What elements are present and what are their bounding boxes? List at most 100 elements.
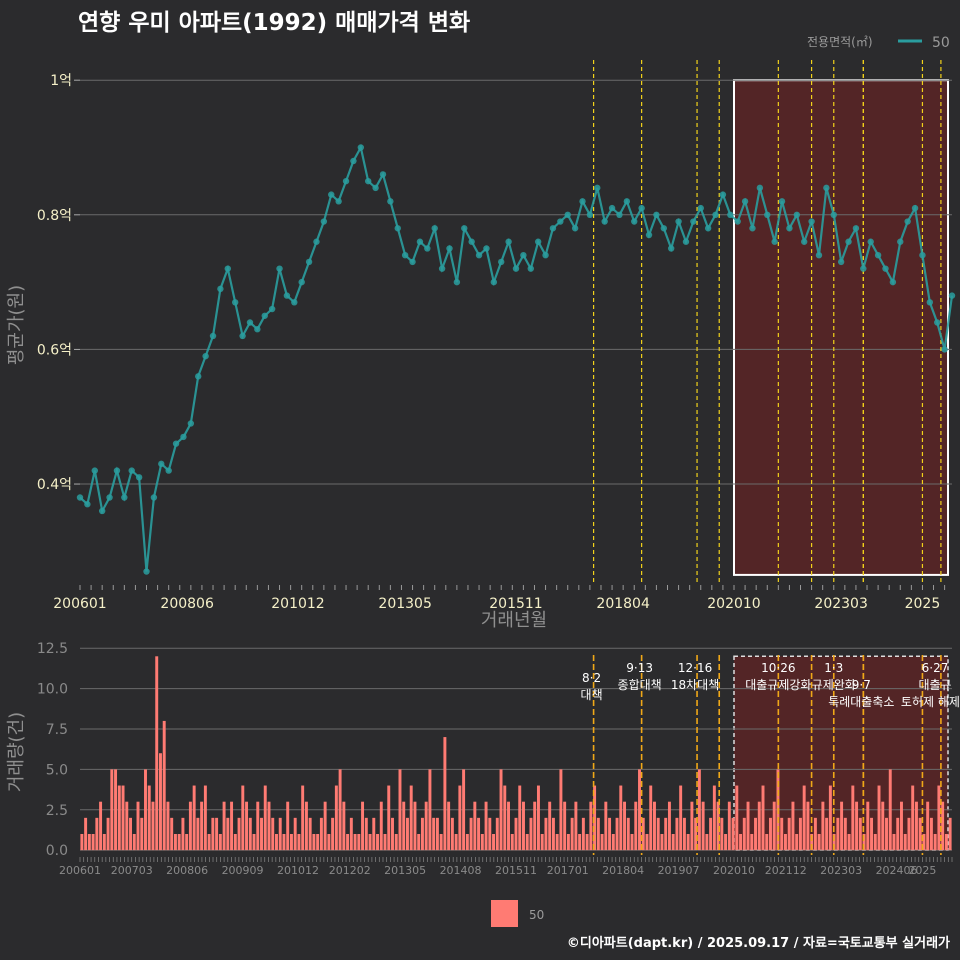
volume-bar <box>185 834 189 851</box>
volume-bar <box>765 834 769 851</box>
price-point <box>268 305 276 313</box>
volume-bar <box>402 801 406 851</box>
price-point <box>845 238 852 245</box>
price-point <box>283 292 291 299</box>
price-point <box>505 238 512 245</box>
volume-bar <box>173 834 177 851</box>
price-point <box>579 198 586 205</box>
volume-bar <box>99 801 103 851</box>
x-tick-label: 202010 <box>707 596 760 612</box>
volume-bar <box>121 785 125 851</box>
y-tick-label-volume: 0.0 <box>46 843 68 859</box>
price-point <box>98 507 106 515</box>
price-point <box>897 238 904 245</box>
price-point <box>727 211 734 219</box>
volume-bar <box>540 834 544 851</box>
policy-name-label: 대출규 <box>918 678 951 692</box>
price-point <box>106 494 113 501</box>
volume-bar <box>503 785 507 851</box>
volume-bar <box>828 785 832 851</box>
price-point <box>305 258 313 266</box>
volume-bar <box>694 817 698 851</box>
volume-bar <box>293 817 297 851</box>
price-point <box>682 238 690 245</box>
volume-bar <box>922 834 926 851</box>
price-point <box>202 352 209 360</box>
volume-bar <box>181 817 185 851</box>
price-point <box>394 225 401 232</box>
volume-bar <box>619 785 623 851</box>
price-point <box>557 218 564 225</box>
x-tick-label-volume: 200703 <box>111 864 153 877</box>
volume-bar <box>563 801 567 851</box>
volume-bar <box>907 817 911 851</box>
y-tick-label: 1억 <box>50 73 72 89</box>
volume-bar <box>623 801 627 851</box>
volume-bar <box>522 801 525 851</box>
volume-bar <box>941 801 945 851</box>
volume-bar <box>873 834 877 851</box>
price-point <box>128 467 135 474</box>
volume-bar <box>870 817 874 851</box>
price-point <box>948 292 956 299</box>
volume-bar <box>207 834 211 851</box>
x-tick-label: 201804 <box>596 596 650 612</box>
price-point <box>771 238 778 245</box>
policy-name-label: 대출규제강화 <box>745 678 811 692</box>
price-point <box>461 225 468 232</box>
price-point <box>904 218 911 225</box>
volume-bar <box>200 801 204 851</box>
price-point <box>239 332 246 340</box>
price-point <box>919 251 926 259</box>
price-point <box>335 198 342 205</box>
price-point <box>867 238 874 245</box>
volume-bar <box>241 785 245 851</box>
volume-bar <box>435 817 439 851</box>
volume-bar <box>353 834 357 851</box>
price-point <box>837 258 845 266</box>
volume-bar <box>484 801 488 851</box>
price-point <box>158 460 165 468</box>
volume-bar <box>697 769 701 851</box>
volume-bar <box>798 817 802 851</box>
price-point <box>549 225 557 232</box>
volume-bar <box>757 801 761 851</box>
price-point <box>475 251 483 259</box>
price-point <box>276 265 283 272</box>
policy-date-label: 8·2 <box>582 671 601 685</box>
volume-bar <box>836 817 840 851</box>
volume-bar <box>349 817 353 851</box>
volume-bar <box>140 817 144 851</box>
volume-bar <box>331 817 335 851</box>
price-point <box>675 218 682 225</box>
price-point <box>542 251 549 259</box>
volume-bar <box>106 817 110 851</box>
price-point <box>911 204 919 212</box>
price-point <box>372 184 379 192</box>
volume-bar <box>129 817 132 851</box>
volume-bar <box>593 785 597 851</box>
volume-bar <box>357 834 361 851</box>
volume-bar <box>525 834 529 851</box>
price-point <box>586 211 594 219</box>
y-axis-label: 평균가(원) <box>6 285 27 365</box>
legend-entry-50: 50 <box>932 35 950 51</box>
policy-name-label: 18차대책 <box>671 677 719 692</box>
price-point <box>926 299 934 306</box>
volume-bar <box>327 834 331 851</box>
price-point <box>527 265 534 272</box>
volume-bar <box>914 801 918 851</box>
price-point <box>231 299 239 306</box>
volume-bar <box>649 785 653 851</box>
volume-bar <box>536 785 540 851</box>
volume-bar <box>858 817 862 851</box>
volume-bar <box>394 834 398 851</box>
policy-date-label: 6·27 <box>922 661 949 675</box>
volume-bar <box>383 834 387 851</box>
price-point <box>438 265 446 272</box>
volume-bar <box>492 834 496 851</box>
price-point <box>690 218 697 225</box>
volume-bar <box>222 801 226 851</box>
volume-bar <box>795 834 799 851</box>
